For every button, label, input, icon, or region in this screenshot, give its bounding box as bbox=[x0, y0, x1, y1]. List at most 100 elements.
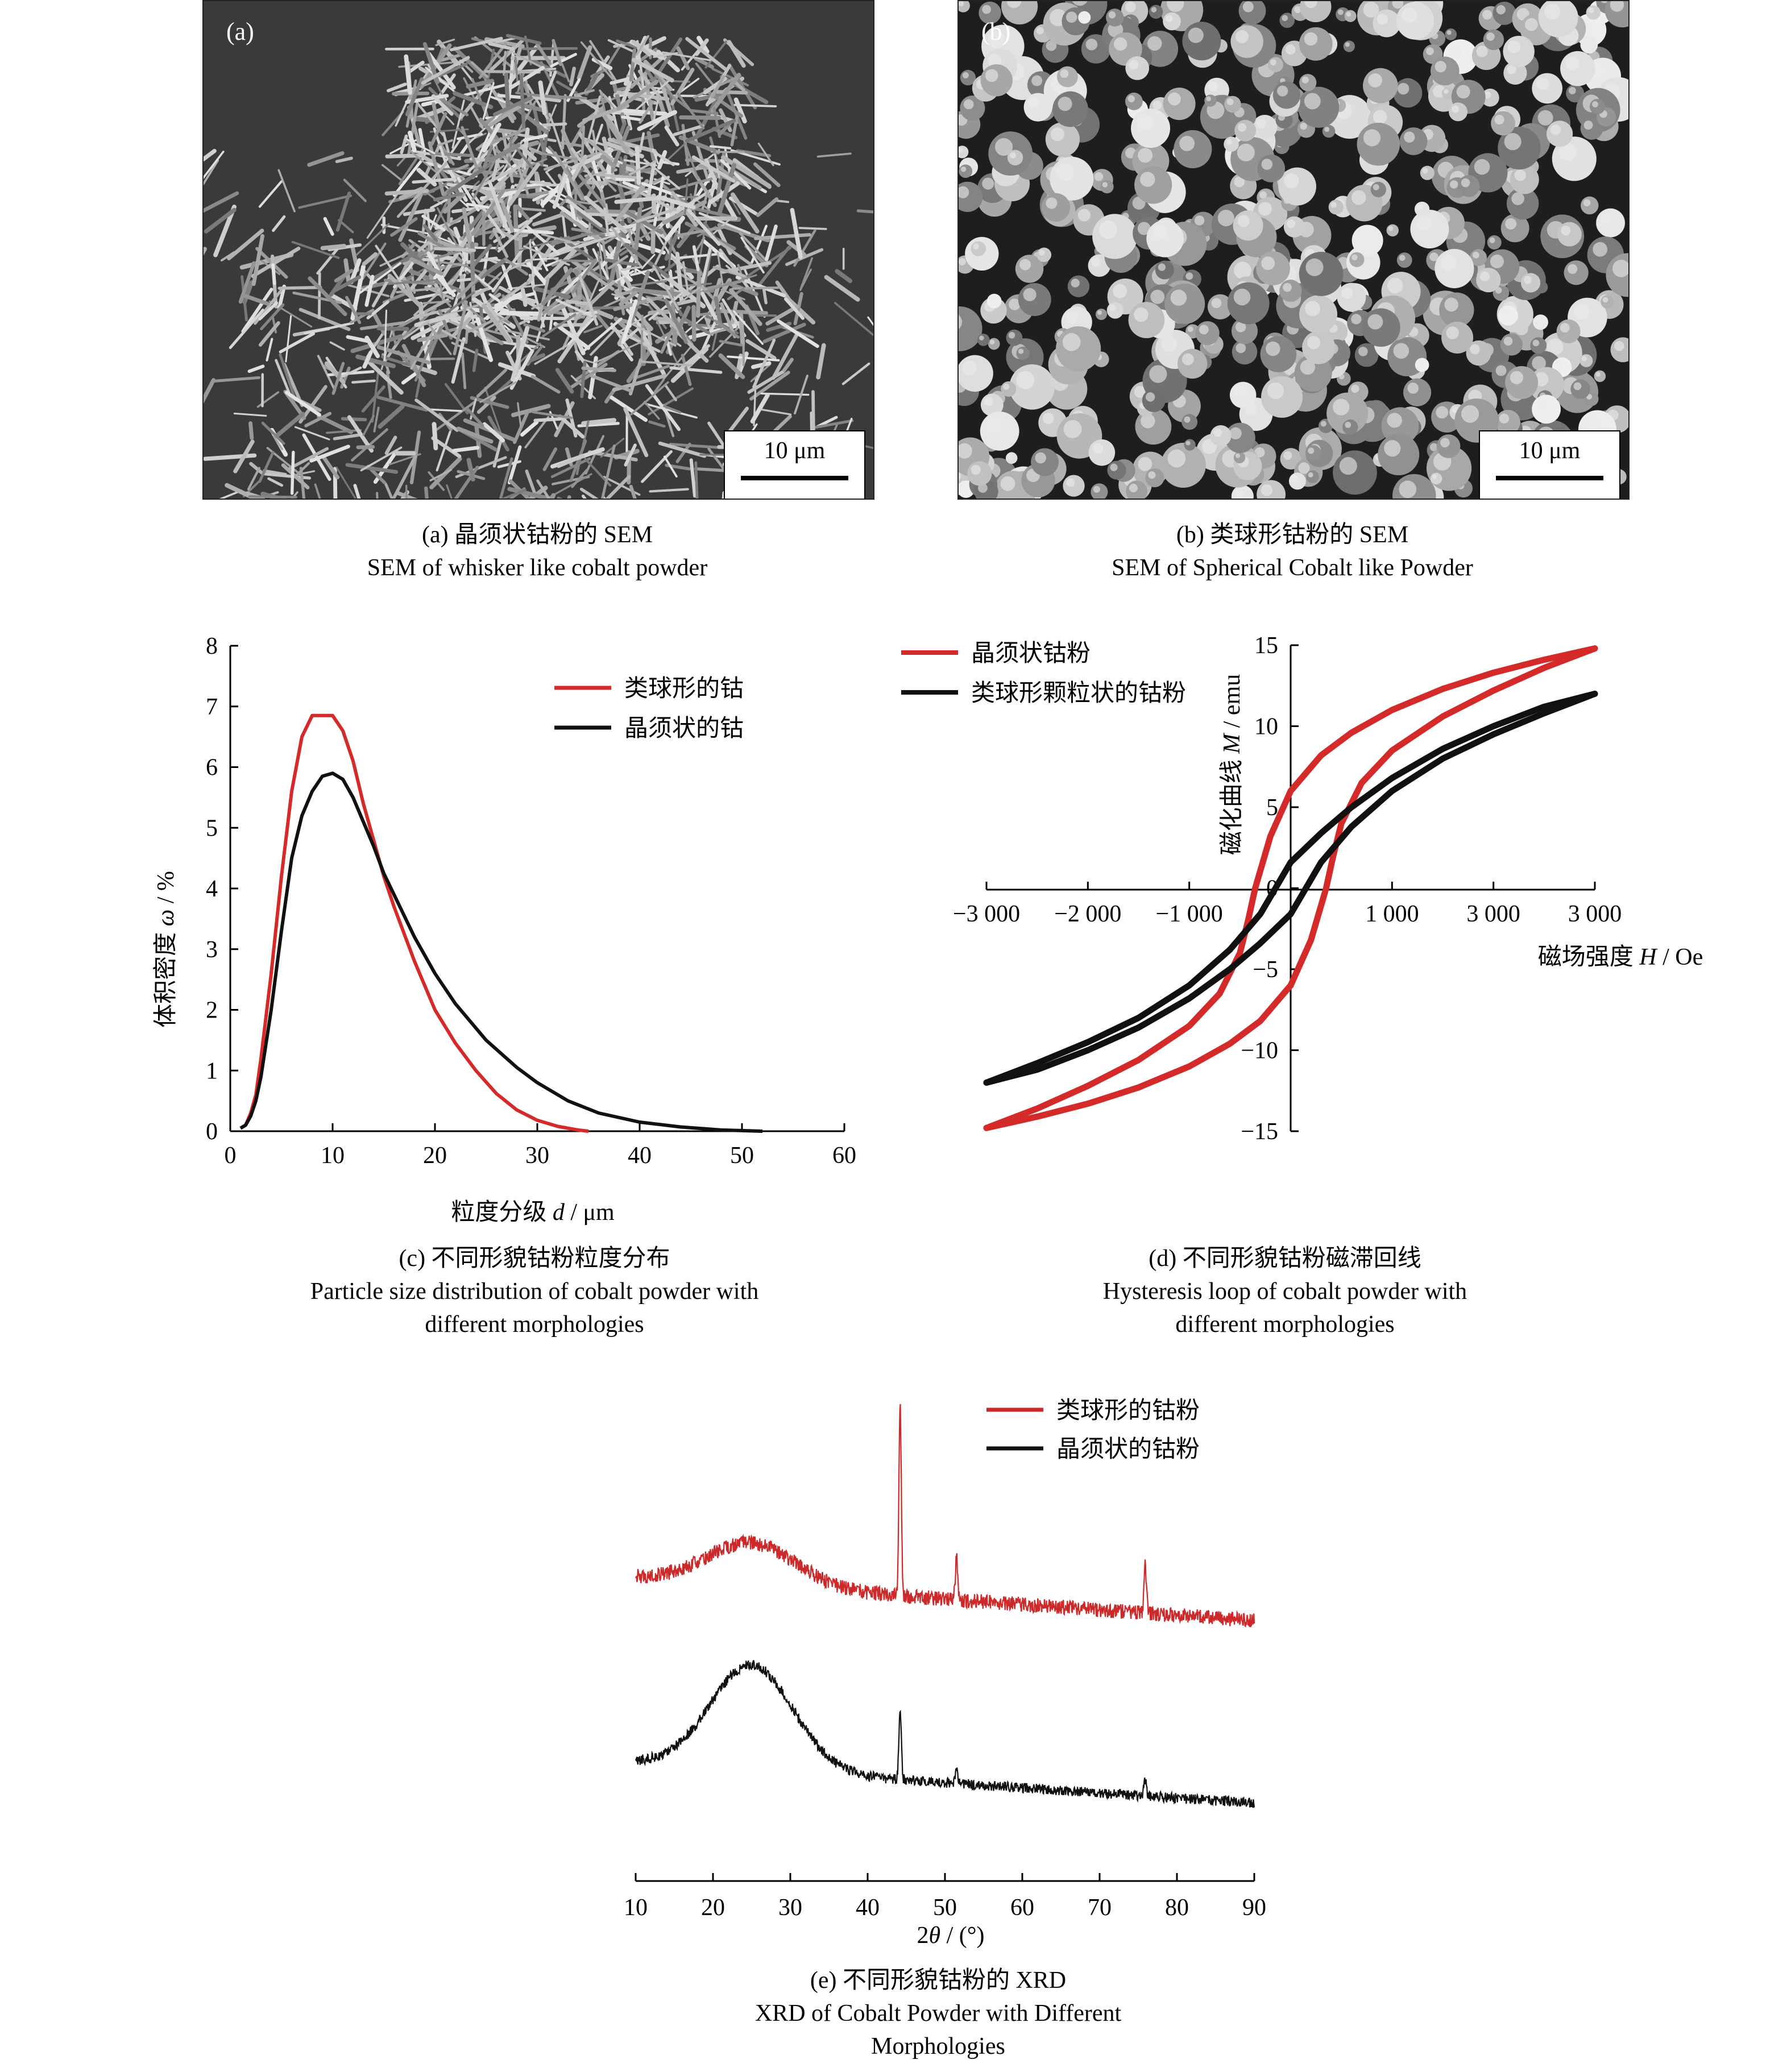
sem-b-particle bbox=[1343, 40, 1355, 52]
sem-b-highlight bbox=[1181, 353, 1194, 366]
sem-a-whisker bbox=[566, 195, 587, 210]
sem-b-highlight bbox=[1063, 420, 1082, 438]
sem-a-whisker bbox=[571, 468, 588, 488]
sem-a-whisker bbox=[635, 78, 672, 111]
sem-a-whisker bbox=[499, 310, 543, 317]
sem-a-whisker bbox=[401, 370, 420, 385]
sem-a-whisker bbox=[556, 454, 584, 468]
sem-a-whisker bbox=[362, 350, 373, 369]
sem-b-particle bbox=[1430, 56, 1460, 86]
sem-b-particle bbox=[1204, 94, 1217, 107]
sem-b-particle bbox=[1370, 181, 1387, 198]
sem-b-particle bbox=[1322, 124, 1336, 138]
sem-a-whisker bbox=[549, 311, 554, 331]
sem-b-highlight bbox=[959, 443, 972, 459]
sem-b-highlight bbox=[1339, 457, 1357, 475]
sem-a-whisker bbox=[456, 426, 494, 444]
sem-b-particle bbox=[986, 293, 1002, 309]
sem-b-particle bbox=[1252, 115, 1278, 140]
sem-a-whisker bbox=[745, 339, 777, 360]
sem-b-particle bbox=[1378, 434, 1420, 476]
sem-a-whisker bbox=[709, 327, 727, 335]
sem-b-highlight bbox=[1472, 251, 1479, 259]
sem-a-whisker bbox=[704, 40, 727, 69]
sem-b-highlight bbox=[1568, 87, 1576, 94]
sem-b-highlight bbox=[1167, 1, 1184, 13]
sem-a-whisker bbox=[233, 412, 267, 417]
sem-a-whisker bbox=[434, 250, 462, 260]
sem-a-whisker bbox=[425, 319, 446, 363]
sem-b-particle bbox=[967, 461, 992, 486]
sem-a-whisker bbox=[685, 119, 736, 143]
scalebar-a-text: 10 μm bbox=[764, 438, 826, 464]
sem-a-whisker bbox=[412, 308, 451, 319]
chart-e-xtick-label: 10 bbox=[624, 1895, 648, 1921]
sem-b-highlight bbox=[1614, 341, 1624, 351]
sem-a-whisker bbox=[567, 315, 597, 346]
sem-a-whisker bbox=[433, 247, 476, 252]
panel-label-b: (b) bbox=[981, 18, 1011, 45]
sem-a-whisker bbox=[799, 257, 813, 289]
sem-b-particle bbox=[1589, 98, 1606, 115]
sem-a-whisker bbox=[793, 292, 803, 326]
sem-a-whisker bbox=[546, 295, 582, 316]
sem-b-particle bbox=[1078, 11, 1091, 24]
sem-a-whisker bbox=[691, 131, 710, 184]
sem-a-whisker bbox=[409, 150, 437, 173]
sem-b-highlight bbox=[1091, 258, 1101, 267]
sem-a-whisker bbox=[811, 390, 815, 432]
sem-a-whisker bbox=[271, 263, 276, 285]
sem-b-highlight bbox=[979, 335, 984, 341]
sem-b-particle bbox=[1415, 358, 1429, 372]
sem-b-particle bbox=[959, 306, 982, 351]
sem-a-whisker bbox=[308, 276, 347, 317]
sem-b-highlight bbox=[1148, 471, 1156, 479]
sem-b-highlight bbox=[1267, 382, 1284, 400]
sem-a-whisker bbox=[291, 240, 340, 259]
sem-a-whisker bbox=[361, 385, 385, 413]
sem-a-whisker bbox=[432, 422, 438, 451]
sem-a-whisker bbox=[641, 254, 656, 269]
sem-a-whisker bbox=[491, 154, 501, 182]
sem-a-whisker bbox=[640, 360, 693, 367]
sem-a-whisker bbox=[604, 258, 639, 267]
sem-b-highlight bbox=[1194, 215, 1205, 226]
sem-a-whisker bbox=[716, 252, 725, 292]
chart-c-ytick-label: 2 bbox=[206, 998, 218, 1024]
sem-a-whisker bbox=[629, 358, 642, 396]
sem-a-whisker bbox=[735, 275, 786, 298]
sem-b-particle bbox=[1001, 381, 1017, 397]
sem-a-whisker bbox=[643, 401, 660, 420]
sem-a-whisker bbox=[739, 231, 770, 264]
sem-b-highlight bbox=[1402, 7, 1417, 23]
sem-a-whisker bbox=[700, 291, 719, 322]
sem-a-whisker bbox=[499, 285, 543, 312]
sem-b-particle bbox=[1420, 165, 1435, 180]
sem-a-whisker bbox=[266, 338, 273, 362]
sem-b-highlight bbox=[1007, 454, 1013, 459]
chart-c-legend-label-1: 晶须状的钴 bbox=[624, 716, 744, 742]
sem-a-whisker bbox=[466, 408, 484, 427]
sem-a-whisker bbox=[392, 156, 426, 197]
sem-a-whisker bbox=[632, 267, 668, 288]
chart-c-series-line-0 bbox=[239, 713, 589, 1133]
sem-b-particle bbox=[1601, 294, 1615, 309]
sem-a-whisker bbox=[432, 102, 440, 128]
sem-a-whisker bbox=[395, 491, 418, 499]
sem-a-whisker bbox=[461, 352, 467, 389]
sem-a-whisker bbox=[465, 267, 495, 291]
sem-a-whisker bbox=[451, 99, 465, 149]
sem-b-particle bbox=[1532, 73, 1562, 104]
sem-a-whisker bbox=[457, 268, 487, 300]
caption-d: (d) 不同形貌钴粉磁滞回线 Hysteresis loop of cobalt… bbox=[944, 1242, 1626, 1341]
sem-a-whisker bbox=[675, 442, 691, 463]
sem-a-whisker bbox=[541, 233, 574, 243]
sem-a-whisker bbox=[488, 128, 526, 146]
sem-b-highlight bbox=[1165, 15, 1173, 23]
sem-a-whisker bbox=[727, 355, 780, 362]
sem-a-whisker bbox=[524, 76, 533, 109]
sem-a-whisker bbox=[243, 294, 270, 306]
sem-a-whisker bbox=[530, 375, 561, 394]
sem-b-highlight bbox=[1058, 97, 1072, 111]
sem-a-whisker bbox=[575, 89, 595, 97]
